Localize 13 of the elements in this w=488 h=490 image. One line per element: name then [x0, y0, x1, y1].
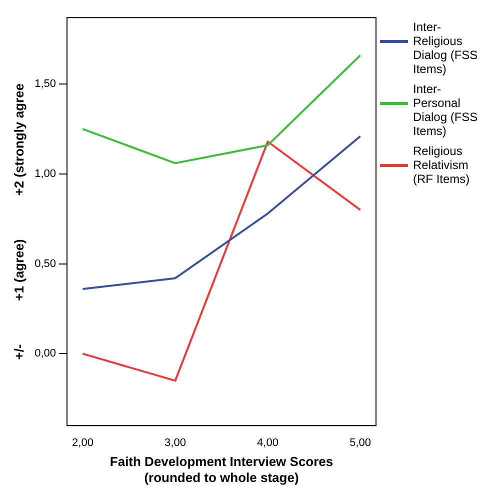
x-axis-title: Faith Development Interview Scores (rounded to whole stage)	[110, 454, 334, 485]
x-tick-label: 5,00	[350, 437, 371, 450]
x-tick-label: 2,00	[72, 437, 94, 450]
x-tick-label: 3,00	[164, 437, 186, 450]
legend-label: Religious Relativism (RF Items)	[413, 144, 471, 186]
y-tick-label: 0,50	[34, 258, 56, 270]
legend-label: Inter-Religious Dialog (FSS Items)	[413, 20, 479, 76]
y-tick-label: 1,50	[34, 78, 56, 90]
x-tick-label: 4,00	[257, 437, 278, 450]
y-tick-label: 0,00	[34, 348, 56, 360]
y-tick-label: 1,00	[34, 168, 56, 180]
y-axis-title: +/- +1 (agree) +2 (strongly agree	[11, 83, 26, 360]
legend-label: Inter-Personal Dialog (FSS Items)	[413, 82, 479, 138]
